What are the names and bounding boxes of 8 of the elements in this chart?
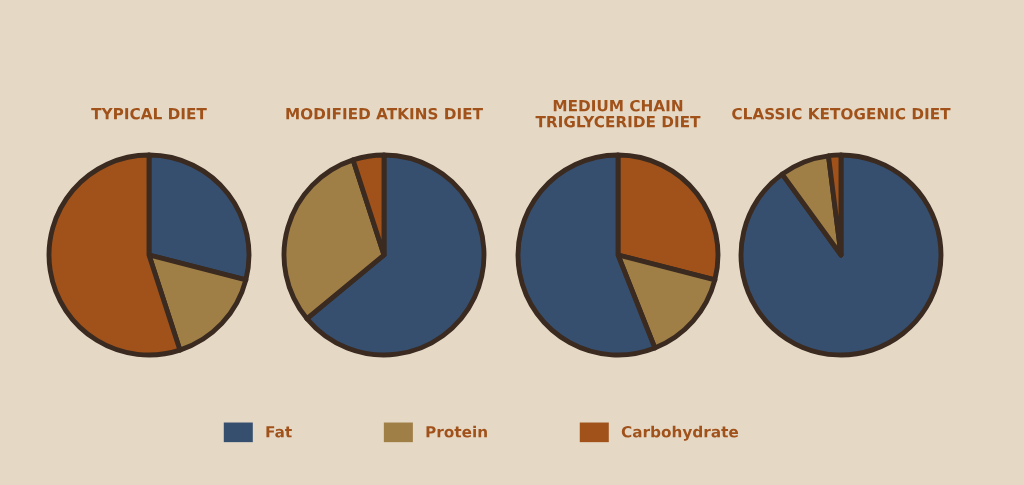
chart-title: CLASSIC KETOGENIC DIET xyxy=(732,107,951,120)
legend-label: Carbohydrate xyxy=(621,425,739,441)
chart-title: MODIFIED ATKINS DIET xyxy=(286,107,483,120)
chart-title: MEDIUM CHAIN TRIGLYCERIDE DIET xyxy=(535,99,701,128)
legend-label: Protein xyxy=(426,425,487,438)
chart-title: TYPICAL DIET xyxy=(91,107,207,120)
pie-slice xyxy=(738,152,944,358)
legend-label: Fat xyxy=(266,426,292,438)
